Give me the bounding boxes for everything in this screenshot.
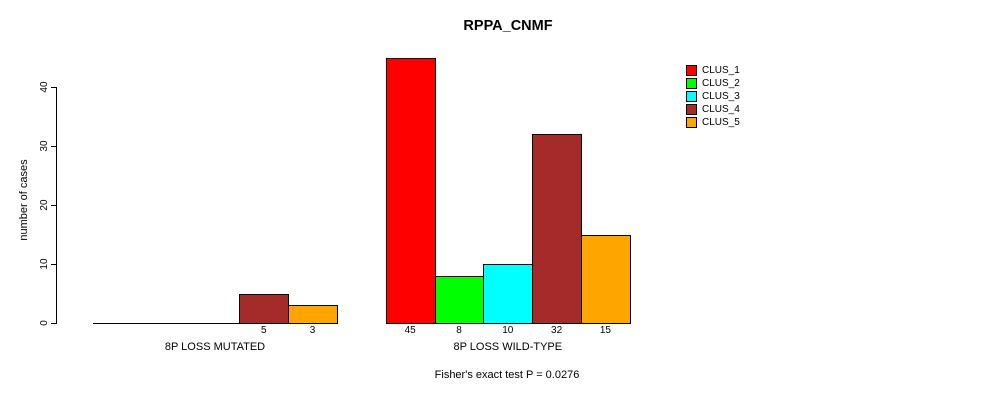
bar-clus_1-zero: [93, 323, 143, 324]
legend-label: CLUS_1: [702, 65, 740, 76]
legend-swatch-clus_4: [686, 104, 697, 115]
legend-swatch-clus_2: [686, 78, 697, 89]
legend-label: CLUS_2: [702, 78, 740, 89]
legend-item: CLUS_5: [686, 116, 740, 129]
y-tick-label: 0: [39, 320, 50, 326]
bar-value-label: 8: [456, 325, 462, 336]
bar-clus_2: [434, 275, 485, 324]
bar-clus_2-zero: [141, 323, 192, 324]
legend-item: CLUS_3: [686, 90, 740, 103]
legend-item: CLUS_2: [686, 77, 740, 90]
group-label: 8P LOSS WILD-TYPE: [453, 341, 563, 353]
y-tick: [51, 205, 56, 206]
y-tick-label: 30: [39, 140, 50, 152]
legend-label: CLUS_3: [702, 91, 740, 102]
y-tick-label: 10: [39, 258, 50, 270]
bar-clus_4: [532, 134, 582, 324]
legend-swatch-clus_1: [686, 65, 697, 76]
legend-swatch-clus_3: [686, 91, 697, 102]
legend-label: CLUS_5: [702, 117, 740, 128]
y-tick-label: 40: [39, 81, 50, 93]
y-tick-label: 20: [39, 199, 50, 211]
y-tick: [51, 264, 56, 265]
bar-clus_4: [239, 293, 290, 324]
legend-item: CLUS_4: [686, 103, 740, 116]
bar-value-label: 3: [309, 325, 316, 336]
y-tick: [51, 87, 56, 88]
bar-clus_5: [288, 305, 338, 324]
chart-title: RPPA_CNMF: [463, 18, 553, 34]
bar-clus_3-zero: [190, 323, 241, 324]
group-label: 8P LOSS MUTATED: [164, 341, 266, 353]
bar-value-label: 45: [404, 325, 416, 336]
bar-clus_1: [385, 57, 436, 324]
bar-clus_3: [483, 264, 534, 324]
legend: CLUS_1 CLUS_2 CLUS_3 CLUS_4 CLUS_5: [686, 64, 740, 129]
bar-clus_5: [581, 234, 631, 324]
bar-value-label: 15: [599, 325, 611, 336]
legend-item: CLUS_1: [686, 64, 740, 77]
bar-value-label: 10: [502, 325, 514, 336]
y-tick: [51, 323, 56, 324]
y-axis-line: [56, 87, 57, 324]
legend-swatch-clus_5: [686, 117, 697, 128]
y-tick: [51, 146, 56, 147]
bar-value-label: 32: [551, 325, 563, 336]
legend-label: CLUS_4: [702, 104, 740, 115]
fisher-test-text: Fisher's exact test P = 0.0276: [434, 369, 580, 381]
bar-value-label: 5: [261, 325, 267, 336]
